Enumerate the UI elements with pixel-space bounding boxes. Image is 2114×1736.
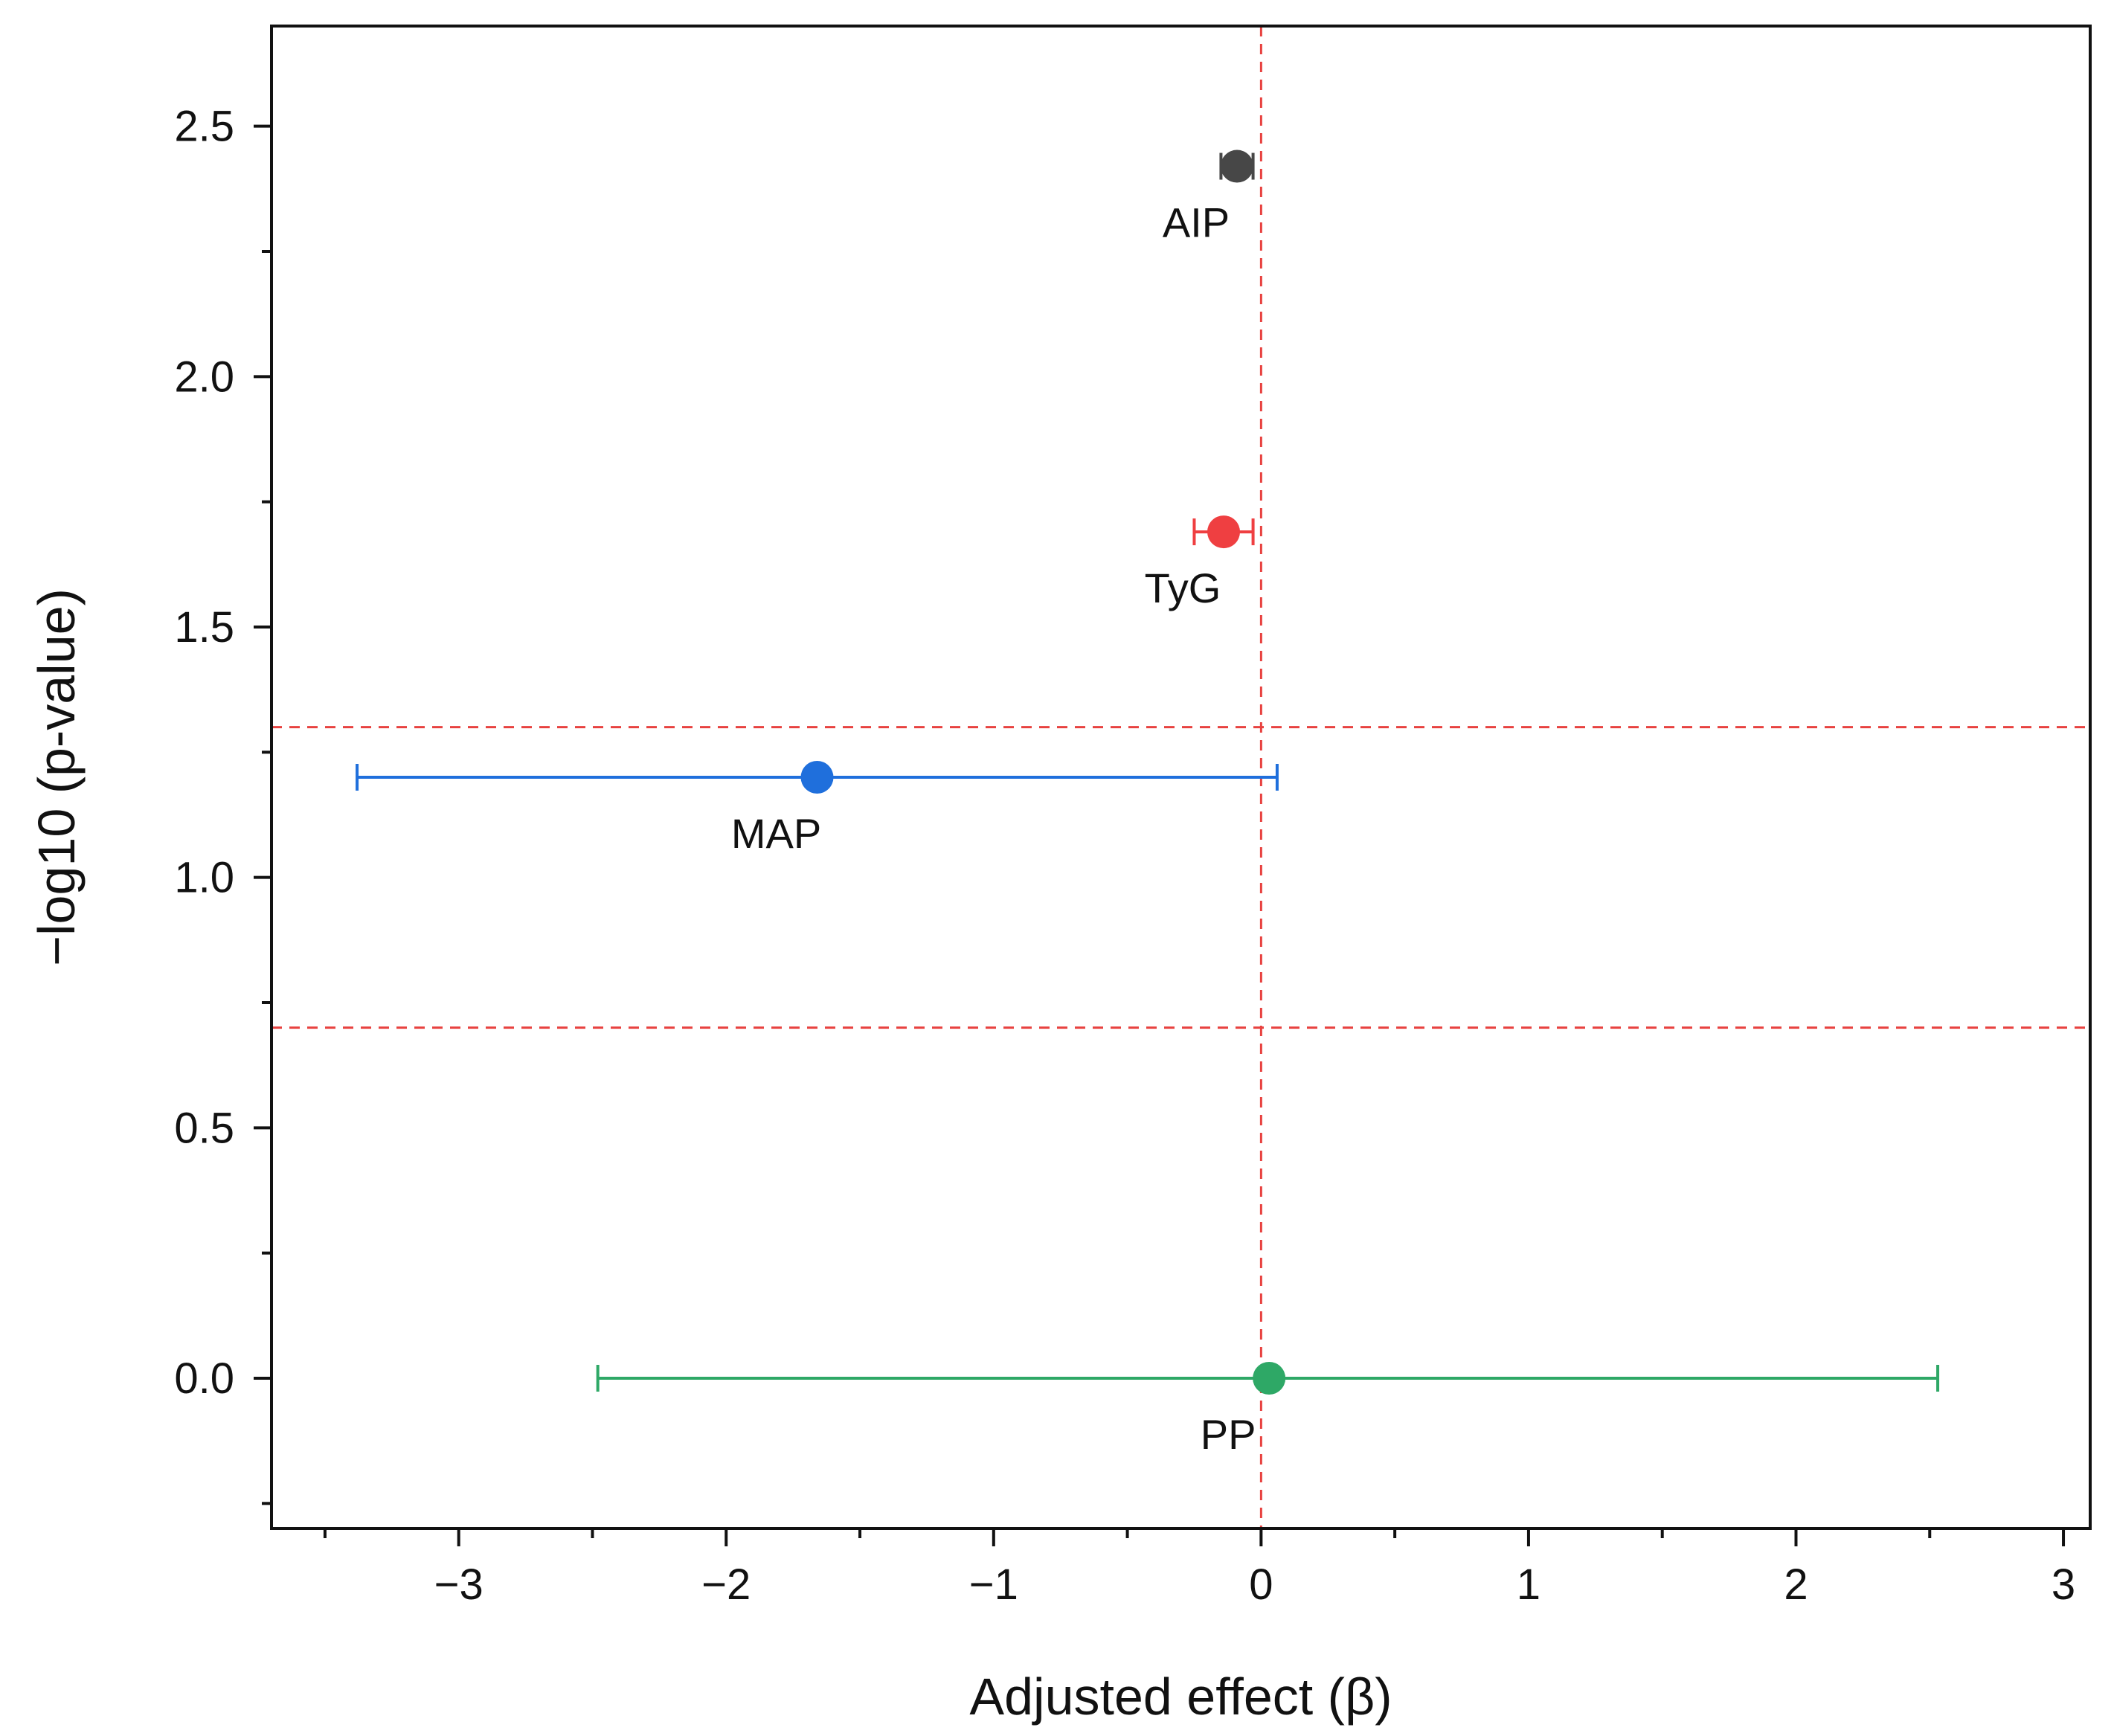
y-tick-label: 2.0 [174, 353, 234, 401]
y-tick-label: 2.5 [174, 103, 234, 151]
y-axis: 0.0 0.5 1.0 1.5 2.0 2.5 [174, 103, 272, 1505]
tyg-label: TyG [1145, 565, 1221, 611]
map-point [800, 761, 834, 794]
data-series: AIP TyG MAP PP [356, 150, 1940, 1458]
y-tick-label: 1.5 [174, 603, 234, 652]
x-axis-title: Adjusted effect (β) [969, 1668, 1392, 1726]
x-tick-label: 0 [1249, 1560, 1273, 1609]
x-tick-label: −3 [434, 1560, 483, 1609]
pp-label: PP [1201, 1411, 1256, 1458]
y-axis-title: −log10 (p-value) [28, 588, 86, 966]
y-tick-label: 0.0 [174, 1354, 234, 1403]
x-axis: −3 −2 −1 0 1 2 3 [323, 1528, 2075, 1609]
tyg-point [1207, 515, 1241, 549]
x-tick-label: −2 [701, 1560, 751, 1609]
aip-point [1221, 150, 1254, 183]
x-tick-label: 3 [2052, 1560, 2075, 1609]
map-label: MAP [731, 810, 821, 857]
x-tick-label: −1 [969, 1560, 1018, 1609]
aip-label: AIP [1163, 199, 1230, 246]
y-tick-label: 0.5 [174, 1104, 234, 1152]
x-tick-label: 2 [1784, 1560, 1808, 1609]
pp-point [1253, 1362, 1286, 1395]
x-tick-label: 1 [1517, 1560, 1540, 1609]
y-tick-label: 1.0 [174, 854, 234, 902]
plot-frame [270, 25, 2092, 1530]
